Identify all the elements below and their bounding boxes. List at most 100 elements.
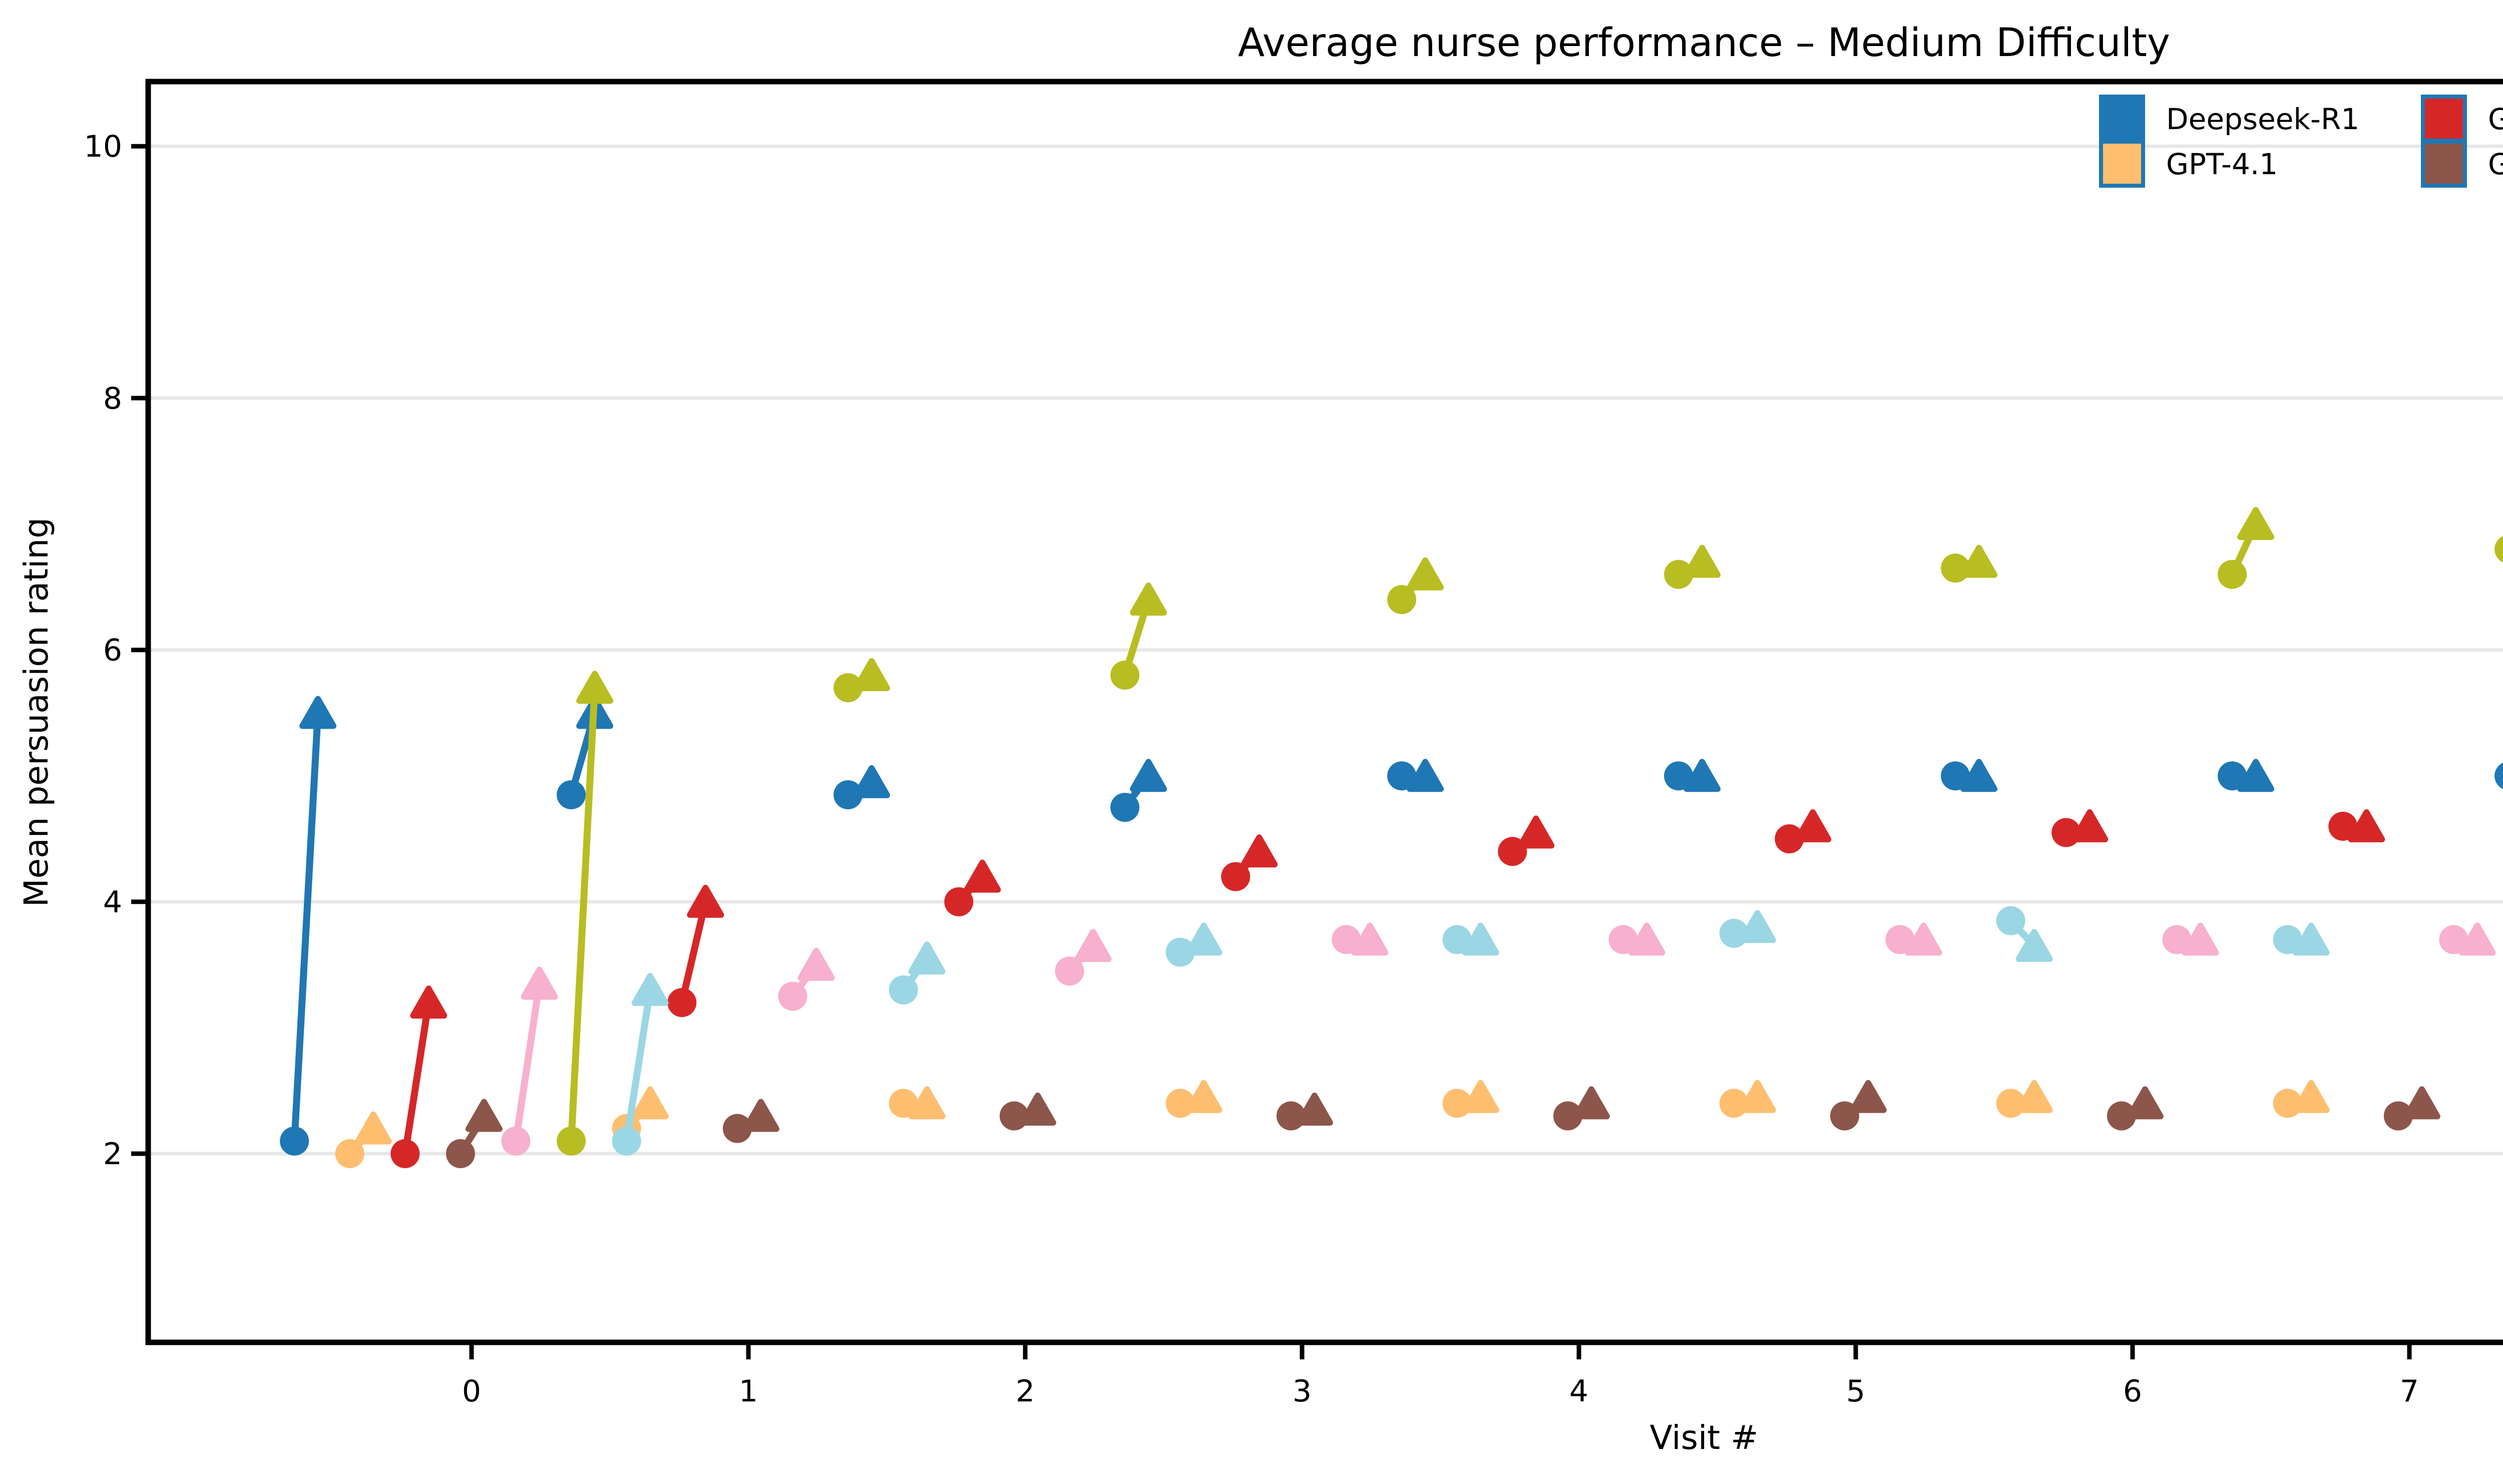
end-rating-marker [2237,759,2275,792]
end-rating-marker [631,1086,669,1120]
start-rating-marker [1664,560,1694,589]
end-rating-marker [1684,545,1721,578]
series-qwen-2-5-32b [612,906,2330,1156]
start-rating-marker [833,780,863,809]
series-gpt-4-1 [335,1080,2330,1168]
data-points [280,507,2503,1168]
start-rating-marker [557,780,586,809]
end-rating-marker [687,884,724,918]
legend-label: Deepseek-R1 [2166,102,2359,136]
start-rating-marker [1442,925,1472,954]
x-tick-labels: 0123456789 [462,1374,2419,1409]
end-rating-marker [1130,582,1167,616]
end-rating-marker [1517,815,1555,849]
series-gpt-4-1-mini [390,809,2385,1168]
y-tick-label: 8 [103,381,122,416]
legend-swatch [2421,95,2467,143]
end-rating-marker [1739,910,1776,943]
end-rating-marker [853,765,891,798]
start-rating-marker [2218,761,2247,791]
end-rating-marker [1794,809,1832,842]
end-rating-marker [299,696,337,729]
change-arrow [568,687,599,1142]
end-rating-marker [1462,1080,1499,1113]
end-rating-marker [1628,922,1665,956]
end-rating-marker [2015,1080,2053,1113]
legend-swatch [2099,140,2145,188]
legend-item-gpt-4-1-mini: GPT-4.1-mini [2421,95,2503,143]
end-rating-marker [1074,928,1112,962]
start-rating-marker [1055,956,1084,986]
start-rating-marker [557,1126,586,1156]
start-rating-marker [1221,862,1250,891]
start-rating-marker [1664,761,1694,791]
y-tick-label: 10 [84,129,122,164]
change-arrow [401,1002,433,1155]
end-rating-marker [1462,922,1499,956]
y-tick-labels: 2 4 6 8 10 [84,129,122,1172]
end-rating-marker [1684,759,1721,792]
start-rating-marker [1775,824,1804,853]
start-rating-marker [1996,906,2025,935]
start-rating-marker [1165,937,1195,967]
start-rating-marker [1885,925,1915,954]
x-tick-label: 2 [1016,1374,1035,1409]
legend-item-gpt-4-1: GPT-4.1 [2099,140,2278,188]
legend-label: GPT-4.1-mini [2488,102,2503,136]
end-rating-marker [2126,1086,2164,1120]
start-rating-marker [722,1114,752,1143]
start-rating-marker [2494,536,2503,563]
end-rating-marker [908,1086,946,1120]
x-tick-label: 7 [2400,1374,2419,1409]
legend-label: GPT-4.1 [2166,147,2278,181]
series-deepseek-r1 [280,696,2503,1156]
end-rating-marker [1407,557,1444,591]
end-rating-marker [576,671,614,704]
start-rating-marker [1332,925,1361,954]
x-tick-label: 0 [462,1374,481,1409]
end-rating-marker [1849,1080,1887,1113]
start-rating-marker [335,1139,364,1168]
end-rating-marker [742,1099,779,1132]
end-rating-marker [2071,809,2109,842]
chart-title: Average nurse performance – Medium Diffi… [1238,21,2170,66]
start-rating-marker [667,988,697,1018]
end-rating-marker [1185,1080,1222,1113]
end-rating-marker [2182,922,2219,956]
end-rating-marker [2403,1086,2440,1120]
end-rating-marker [1130,759,1167,792]
change-arrow [623,989,654,1142]
series-gpt-4o [446,1080,2440,1168]
y-tick-label: 4 [103,885,122,920]
end-rating-marker [631,972,669,1006]
end-rating-marker [1019,1092,1056,1126]
start-rating-marker [2494,762,2503,789]
end-rating-marker [797,947,835,981]
start-rating-marker [2383,1101,2413,1131]
end-rating-marker [908,941,946,975]
series-o3-mini [501,922,2496,1156]
start-rating-marker [1110,793,1140,822]
end-rating-marker [354,1111,392,1145]
legend-item-gpt-4o: GPT-4o [2421,140,2503,188]
start-rating-marker [612,1126,641,1156]
x-axis-label: Visit # [1650,1418,1759,1457]
legend-item-deepseek-r1: Deepseek-R1 [2099,95,2359,143]
start-rating-marker [1941,761,1970,791]
start-rating-marker [2439,925,2468,954]
end-rating-marker [2292,922,2330,956]
series-o4-mini [557,507,2503,1156]
start-rating-marker [1387,761,1417,791]
end-rating-marker [1351,922,1389,956]
start-rating-marker [1110,660,1140,690]
axis-ticks [131,144,2412,1359]
end-rating-marker [2458,922,2496,956]
end-rating-marker [1905,922,1942,956]
start-rating-marker [778,981,807,1011]
start-rating-marker [2218,560,2247,589]
legend-swatch [2099,95,2145,143]
start-rating-marker [944,887,974,916]
end-rating-marker [964,859,1001,893]
